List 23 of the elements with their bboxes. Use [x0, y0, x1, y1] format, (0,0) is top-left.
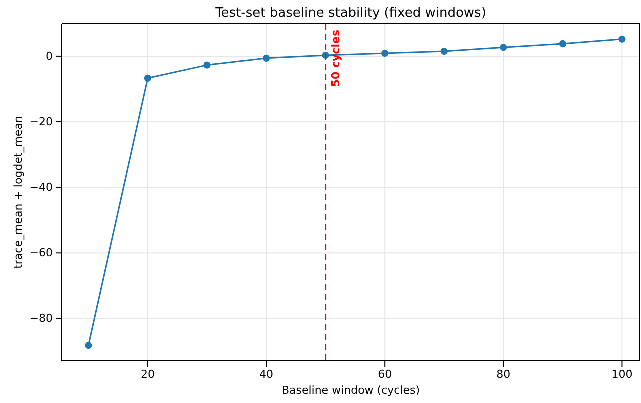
point [440, 48, 448, 56]
point [85, 342, 92, 350]
x-tick-label: 60 [378, 368, 392, 381]
y-tick-label: −20 [30, 116, 53, 129]
point [382, 50, 389, 58]
ref-line-label: 50 cycles [330, 30, 343, 88]
y-tick-label: −60 [30, 246, 53, 260]
y-tick-label: −40 [30, 181, 53, 194]
x-tick-label: 100 [612, 368, 633, 381]
point [559, 40, 566, 48]
x-tick-label: 80 [496, 368, 511, 381]
point [500, 44, 508, 52]
x-axis-title: Baseline window (cycles) [282, 384, 420, 397]
point [204, 62, 211, 69]
y-axis-title: trace_mean + logdet_mean [12, 116, 25, 269]
chart-title: Test-set baseline stability (fixed windows) [214, 6, 486, 21]
x-tick-label: 20 [140, 368, 155, 381]
point [618, 36, 626, 43]
x-tick-label: 40 [260, 368, 274, 381]
y-tick-label: −80 [30, 312, 53, 326]
point [144, 74, 152, 82]
y-tick-label: 0 [46, 50, 53, 63]
point [262, 54, 270, 62]
